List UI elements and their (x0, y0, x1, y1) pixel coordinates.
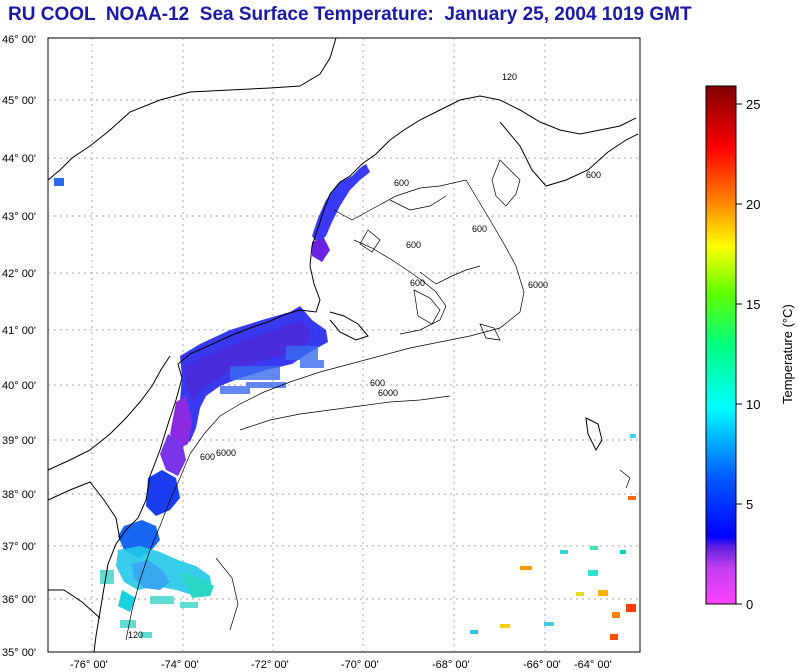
contour-label: 600 (370, 378, 385, 388)
lon-label: -72° 00' (251, 659, 289, 671)
map-canvas: 120 600 600 600 600 6000 600 6000 600 60… (2, 34, 641, 671)
colorbar-svg: 0 5 10 15 20 25 Temperature (°C) (705, 85, 795, 612)
lat-label: 42° 00' (2, 268, 36, 280)
lon-label: -76° 00' (70, 659, 108, 671)
lon-label: -70° 00' (341, 659, 379, 671)
sst-overlay (54, 164, 636, 640)
contour-label: 600 (394, 178, 409, 188)
lon-label: -74° 00' (161, 659, 199, 671)
lat-label: 38° 00' (2, 489, 36, 501)
lat-label: 46° 00' (2, 34, 36, 46)
colorbar-title: Temperature (°C) (780, 304, 795, 404)
contour-label: 120 (128, 630, 143, 640)
contour-label: 600 (586, 170, 601, 180)
contour-label: 120 (502, 72, 517, 82)
lon-label: -64° 00' (574, 659, 612, 671)
colorbar-tick-label: 15 (746, 297, 760, 312)
lon-label: -68° 00' (432, 659, 470, 671)
lat-label: 44° 00' (2, 153, 36, 165)
lon-label: -66° 00' (523, 659, 561, 671)
contour-label: 600 (472, 224, 487, 234)
contour-label: 6000 (378, 388, 398, 398)
lat-label: 37° 00' (2, 541, 36, 553)
depth-contours (125, 159, 631, 641)
latitude-labels: 46° 00' 45° 00' 44° 00' 43° 00' 42° 00' … (2, 34, 36, 659)
contour-label: 6000 (216, 448, 236, 458)
sst-map: 120 600 600 600 600 6000 600 6000 600 60… (0, 30, 650, 672)
colorbar-gradient (705, 85, 737, 605)
contour-labels: 120 600 600 600 600 6000 600 6000 600 60… (128, 72, 601, 640)
map-title: RU COOL NOAA-12 Sea Surface Temperature:… (8, 4, 692, 25)
colorbar-tick-label: 25 (746, 97, 760, 112)
colorbar: 0 5 10 15 20 25 Temperature (°C) (690, 80, 798, 620)
longitude-labels: -76° 00' -74° 00' -72° 00' -70° 00' -68°… (70, 659, 612, 671)
lat-label: 41° 00' (2, 325, 36, 337)
colorbar-tick-label: 10 (746, 397, 760, 412)
lat-label: 39° 00' (2, 435, 36, 447)
contour-label: 6000 (528, 280, 548, 290)
lat-label: 45° 00' (2, 95, 36, 107)
colorbar-tick-label: 5 (746, 497, 753, 512)
lat-label: 40° 00' (2, 380, 36, 392)
lat-label: 43° 00' (2, 211, 36, 223)
colorbar-tick-label: 20 (746, 197, 760, 212)
lat-label: 36° 00' (2, 594, 36, 606)
contour-label: 600 (406, 240, 421, 250)
colorbar-ticks (736, 103, 742, 605)
contour-label: 600 (200, 452, 215, 462)
colorbar-tick-label: 0 (746, 597, 753, 612)
contour-label: 600 (410, 278, 425, 288)
coastline (47, 37, 639, 653)
lat-label: 35° 00' (2, 647, 36, 659)
